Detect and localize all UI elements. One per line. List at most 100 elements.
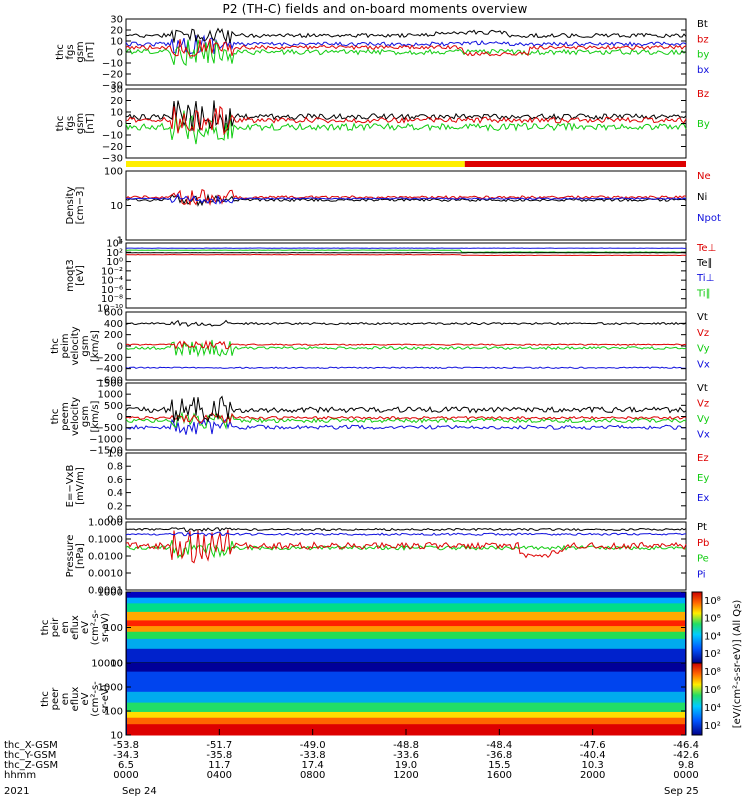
series-line-green [125, 110, 687, 145]
y-axis-label: [cm−3] [75, 187, 86, 225]
spectrogram-band [127, 603, 685, 613]
x-tick-label: -33.8 [300, 750, 326, 761]
legend-entry: Pe [697, 554, 709, 565]
legend-entry: Vt [697, 383, 708, 394]
x-tick-label: 17.4 [302, 760, 324, 771]
y-axis-label: [km/s] [90, 400, 101, 432]
legend-entry: Vx [697, 359, 710, 370]
series-line-red [125, 38, 687, 57]
legend-entry: Vy [697, 414, 710, 425]
legend-entry: Ti⊥ [696, 273, 714, 284]
panel-efield: 1.0 0.8 0.6 0.4 0.2 0.0 E=−VxB [mV/m] Ez Ey Ex [65, 449, 709, 526]
y-axis-label: (cm²-s- [90, 609, 101, 645]
y-axis-label: thc [40, 620, 51, 636]
x-tick-label: 1200 [393, 770, 418, 781]
legend-entry: Ni [697, 192, 707, 203]
y-axis-label: peem [60, 402, 71, 430]
colorbar-label: [eV/(cm²-s-sr-eV)] (All Qs) [732, 600, 743, 729]
colorbar-tick: 10⁸ [704, 596, 721, 607]
panel-frame [125, 242, 687, 309]
x-row-label: hhmm [4, 770, 36, 781]
series-line-black [125, 100, 687, 134]
spectrogram-band [127, 626, 685, 633]
y-tick-label: 400 [104, 319, 123, 330]
y-axis-label: fgs [65, 116, 76, 131]
y-axis-label: thc [50, 409, 61, 425]
x-tick-label: -51.7 [206, 740, 232, 751]
y-tick-label: 10⁻² [101, 266, 123, 277]
y-tick-label: 10000 [91, 659, 123, 670]
y-axis-label: [km/s] [90, 330, 101, 362]
spectrogram-band [127, 671, 685, 693]
y-tick-label: −20 [102, 70, 123, 81]
x-tick-label: -40.4 [580, 750, 606, 761]
series-line-blue [126, 193, 687, 205]
series-line-green [125, 39, 687, 66]
spectrogram-band [127, 691, 685, 704]
panel-frame [125, 521, 687, 591]
y-tick-label: 0.2 [107, 501, 123, 512]
y-tick-label: 10⁻⁸ [101, 294, 123, 305]
y-axis-label: E=−VxB [65, 465, 76, 508]
series-line-green [125, 339, 687, 358]
y-tick-label: 0.6 [107, 475, 123, 486]
x-tick-label: 15.5 [488, 760, 510, 771]
panel-frame [125, 452, 687, 520]
y-axis-label: eflux [70, 615, 81, 640]
legend-entry: Pt [697, 522, 707, 533]
y-tick-label: −30 [102, 81, 123, 92]
spectrogram-band [127, 702, 685, 713]
y-axis-label: thc [50, 338, 61, 354]
y-tick-label: −500 [96, 423, 123, 434]
series-line-black [125, 27, 687, 44]
mode-bar-red [464, 161, 686, 167]
y-tick-label: 10 [110, 201, 123, 212]
y-tick-label: 1000 [98, 683, 123, 694]
spectrogram-band [127, 631, 685, 640]
spectrogram-band [127, 711, 685, 719]
series-line-black [125, 527, 687, 532]
y-tick-label: 0 [117, 48, 123, 59]
y-tick-label: 1.0000 [88, 518, 123, 529]
series-line-black [125, 319, 687, 328]
series-line-red [125, 339, 687, 351]
x-tick-label: -47.6 [580, 740, 606, 751]
legend-entry: Vt [697, 312, 708, 323]
legend-entry: By [697, 119, 710, 130]
mode-bar-yellow [126, 161, 465, 167]
legend-entry: Vy [697, 344, 710, 355]
panel-density: 100 10 1 Density [cm−3] Ne Ni Npot [65, 167, 721, 247]
x-tick-label: 0000 [113, 770, 138, 781]
y-axis-label: Density [65, 186, 76, 224]
y-tick-label: −10 [102, 59, 123, 70]
series-line-red [125, 189, 687, 207]
y-tick-label: −1000 [89, 434, 123, 445]
y-tick-label: 600 [104, 308, 123, 319]
y-tick-label: −20 [102, 142, 123, 153]
y-tick-label: −30 [102, 154, 123, 165]
panel-pressure: 1.0000 0.1000 0.0100 0.0010 0.0001 Pressure [n… [65, 518, 709, 597]
y-tick-label: 0.0100 [88, 552, 123, 563]
y-tick-label: 200 [104, 330, 123, 341]
y-axis-label: thc [40, 691, 51, 707]
y-tick-label: 10⁻¹⁰ [97, 304, 123, 315]
y-axis-label: moqt3 [65, 259, 76, 292]
y-axis-label: gsm [75, 113, 86, 134]
y-axis-label: sr-eV) [100, 613, 111, 642]
year-label: 2021 [4, 786, 29, 797]
x-tick-label: 1600 [487, 770, 512, 781]
y-axis-label: [eV] [75, 265, 86, 286]
y-tick-label: −10 [102, 131, 123, 142]
legend-entry: Bz [697, 89, 709, 100]
x-tick-label: -49.0 [300, 740, 326, 751]
y-tick-label: −600 [96, 376, 123, 387]
colorbar [691, 662, 703, 736]
series-line-red [125, 105, 687, 136]
y-axis-label: gsm [75, 41, 86, 62]
colorbar-tick: 10⁴ [704, 631, 721, 642]
series-line-red [125, 529, 687, 564]
series-line-blue [125, 418, 687, 435]
series-line-black [125, 395, 687, 423]
